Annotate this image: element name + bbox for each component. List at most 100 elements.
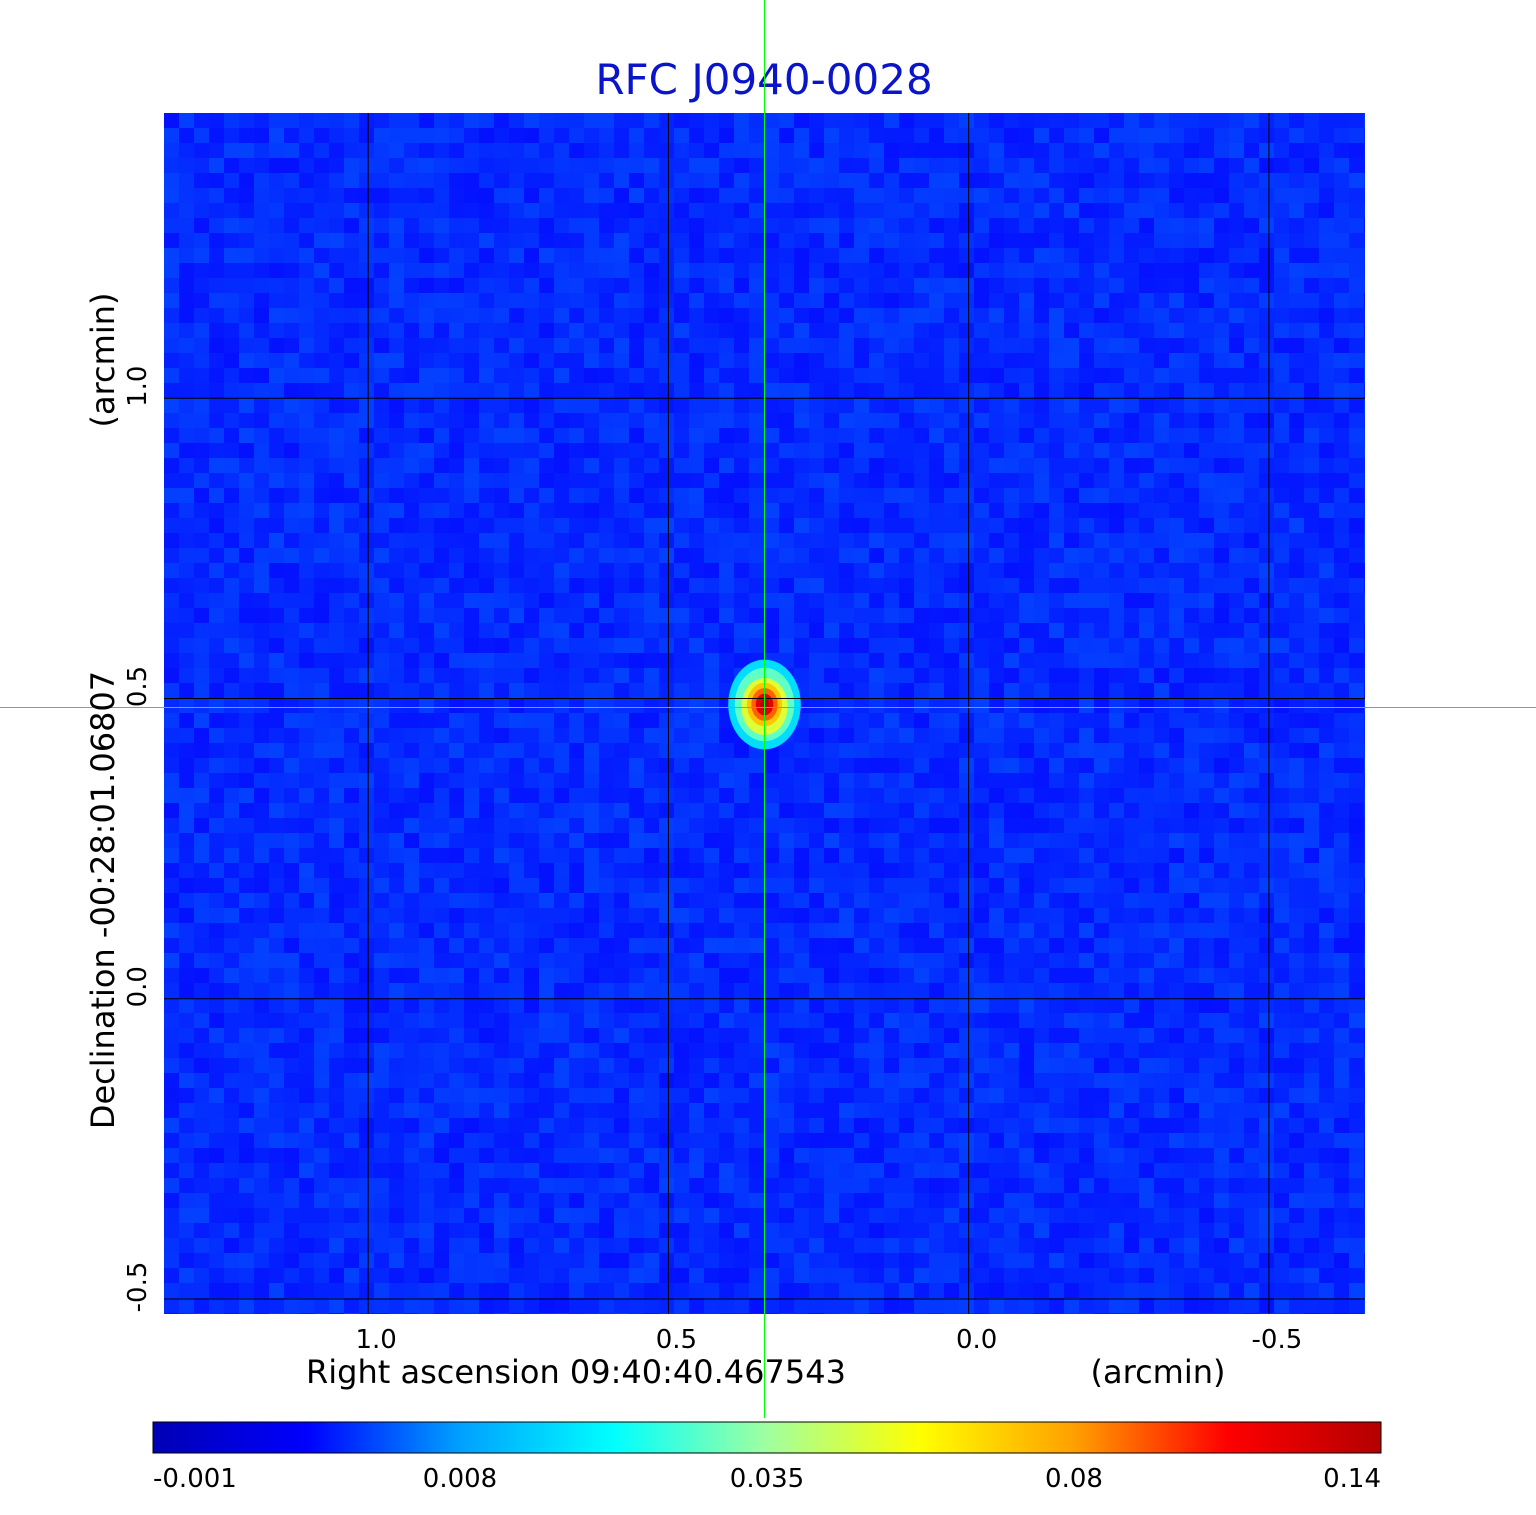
noise-cell [644,113,659,128]
noise-cell [1154,623,1169,638]
noise-cell [164,1013,179,1028]
noise-cell [749,608,764,623]
noise-cell [734,923,749,938]
noise-cell [1319,1013,1334,1028]
noise-cell [1184,368,1199,383]
noise-cell [599,653,614,668]
noise-cell [479,398,494,413]
noise-cell [1259,833,1274,848]
noise-cell [239,623,254,638]
noise-cell [1094,893,1109,908]
noise-cell [329,803,344,818]
noise-cell [359,1013,374,1028]
noise-cell [509,338,524,353]
noise-cell [1154,548,1169,563]
noise-cell [479,158,494,173]
noise-cell [374,968,389,983]
noise-cell [764,758,779,773]
noise-cell [1004,878,1019,893]
noise-cell [569,158,584,173]
noise-cell [1064,1013,1079,1028]
noise-cell [809,158,824,173]
noise-cell [239,803,254,818]
noise-cell [494,593,509,608]
noise-cell [629,908,644,923]
noise-cell [869,368,884,383]
noise-cell [359,353,374,368]
noise-cell [884,128,899,143]
noise-cell [1349,638,1364,653]
noise-cell [539,368,554,383]
noise-cell [914,488,929,503]
noise-cell [524,368,539,383]
noise-cell [1199,233,1214,248]
noise-cell [584,983,599,998]
noise-cell [584,398,599,413]
noise-cell [929,998,944,1013]
noise-cell [284,248,299,263]
noise-cell [254,893,269,908]
noise-cell [254,248,269,263]
noise-cell [959,128,974,143]
noise-cell [539,893,554,908]
noise-cell [644,398,659,413]
noise-cell [209,473,224,488]
noise-cell [1139,608,1154,623]
noise-cell [359,143,374,158]
noise-cell [839,698,854,713]
noise-cell [929,143,944,158]
noise-cell [239,593,254,608]
noise-cell [1199,143,1214,158]
noise-cell [989,323,1004,338]
noise-cell [494,608,509,623]
noise-cell [1049,488,1064,503]
noise-cell [689,173,704,188]
noise-cell [524,458,539,473]
noise-cell [899,608,914,623]
noise-cell [389,428,404,443]
noise-cell [1064,263,1079,278]
noise-cell [779,593,794,608]
noise-cell [1109,593,1124,608]
noise-cell [464,503,479,518]
noise-cell [914,413,929,428]
noise-cell [1019,833,1034,848]
noise-cell [1244,938,1259,953]
noise-cell [704,143,719,158]
noise-cell [1139,128,1154,143]
noise-cell [989,428,1004,443]
noise-cell [1319,338,1334,353]
noise-cell [359,968,374,983]
noise-cell [254,563,269,578]
noise-cell [374,443,389,458]
noise-cell [989,578,1004,593]
noise-cell [524,803,539,818]
noise-cell [854,458,869,473]
noise-cell [1004,983,1019,998]
noise-cell [599,413,614,428]
noise-cell [194,863,209,878]
noise-cell [359,518,374,533]
noise-cell [689,428,704,443]
noise-cell [449,323,464,338]
noise-cell [539,953,554,968]
noise-cell [1169,893,1184,908]
noise-cell [1139,668,1154,683]
noise-cell [1064,698,1079,713]
noise-cell [674,848,689,863]
noise-cell [1004,518,1019,533]
noise-cell [239,263,254,278]
noise-cell [449,788,464,803]
noise-cell [464,923,479,938]
noise-cell [1304,803,1319,818]
noise-cell [269,188,284,203]
noise-cell [524,428,539,443]
noise-cell [929,488,944,503]
noise-cell [269,878,284,893]
noise-cell [554,428,569,443]
noise-cell [809,398,824,413]
noise-cell [614,968,629,983]
noise-cell [1319,188,1334,203]
noise-cell [209,413,224,428]
noise-cell [614,368,629,383]
